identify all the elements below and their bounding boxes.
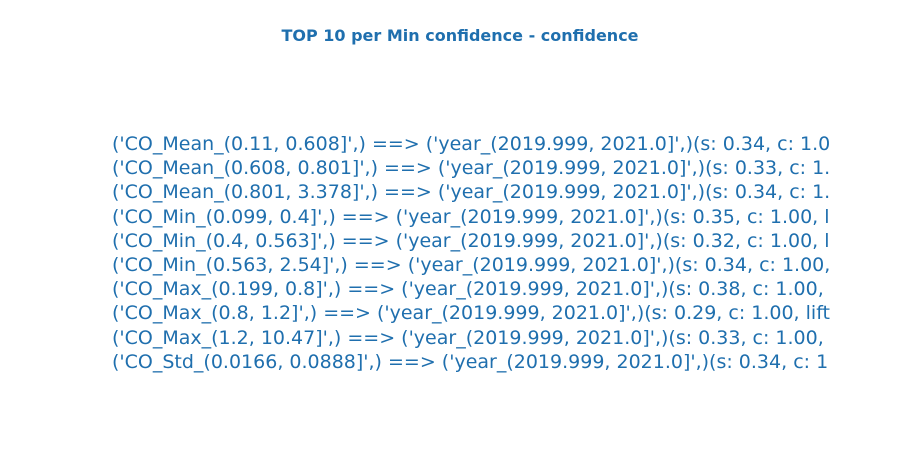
rule-line: ('CO_Max_(0.199, 0.8]',) ==> ('year_(201… [112,278,824,301]
rule-list: ('CO_Mean_(0.11, 0.608]',) ==> ('year_(2… [112,132,900,374]
rule-line: ('CO_Std_(0.0166, 0.0888]',) ==> ('year_… [112,350,829,373]
rule-line: ('CO_Max_(0.8, 1.2]',) ==> ('year_(2019.… [112,302,831,325]
rule-line: ('CO_Max_(1.2, 10.47]',) ==> ('year_(201… [112,326,824,349]
rule-line: ('CO_Mean_(0.608, 0.801]',) ==> ('year_(… [112,157,831,180]
rule-line: ('CO_Min_(0.099, 0.4]',) ==> ('year_(201… [112,205,830,228]
rule-line: ('CO_Mean_(0.11, 0.608]',) ==> ('year_(2… [112,133,831,155]
figure-title: TOP 10 per Min confidence - confidence [281,26,639,45]
rule-line: ('CO_Min_(0.4, 0.563]',) ==> ('year_(201… [112,229,830,252]
rule-line: ('CO_Mean_(0.801, 3.378]',) ==> ('year_(… [112,181,831,204]
rule-line: ('CO_Min_(0.563, 2.54]',) ==> ('year_(20… [112,254,831,277]
